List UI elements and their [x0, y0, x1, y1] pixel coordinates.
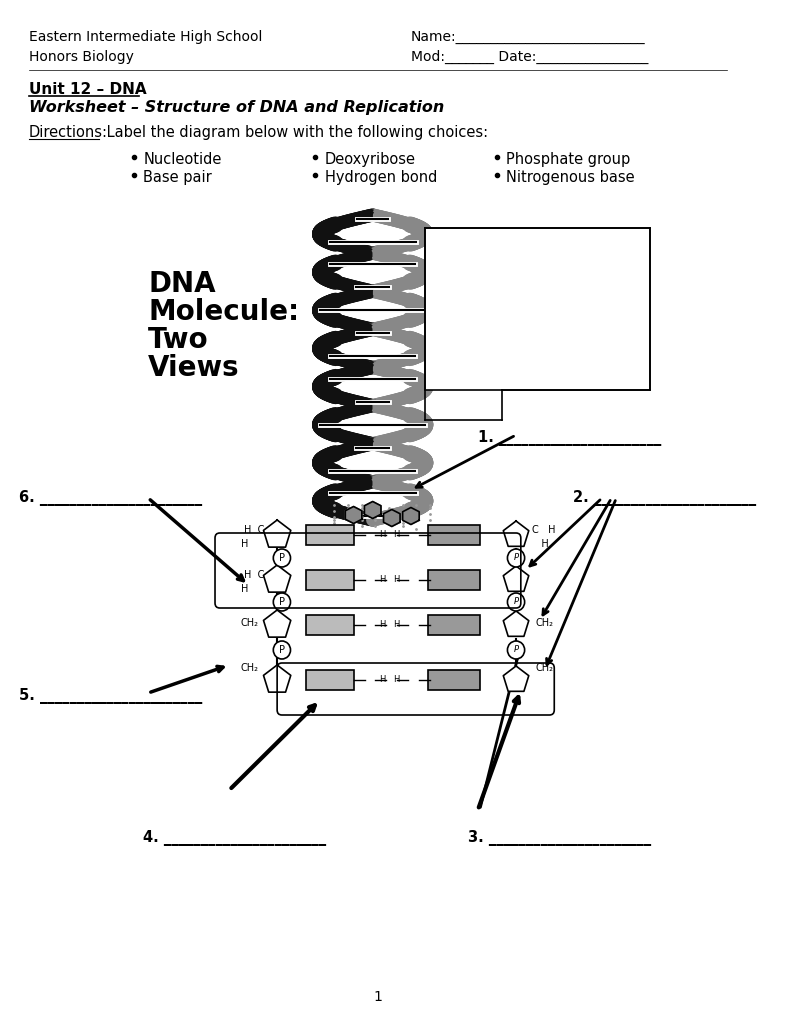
Text: H: H	[240, 539, 248, 549]
Circle shape	[274, 593, 290, 611]
FancyBboxPatch shape	[426, 228, 650, 390]
Text: P: P	[279, 645, 285, 655]
Text: Honors Biology: Honors Biology	[28, 50, 134, 63]
Circle shape	[508, 641, 524, 659]
Bar	[428, 615, 480, 635]
Text: Molecule:: Molecule:	[148, 298, 299, 326]
Bar	[306, 570, 354, 590]
Text: 1. ______________________: 1. ______________________	[478, 430, 661, 446]
Text: 1: 1	[373, 990, 382, 1004]
Text: H: H	[393, 675, 399, 684]
Polygon shape	[346, 507, 361, 523]
Text: Nucleotide: Nucleotide	[143, 152, 221, 167]
Bar	[306, 670, 354, 690]
Polygon shape	[263, 565, 291, 592]
Text: Unit 12 – DNA: Unit 12 – DNA	[28, 82, 146, 97]
Text: P: P	[513, 554, 519, 562]
Text: H: H	[393, 620, 399, 629]
Text: Mod:_______ Date:________________: Mod:_______ Date:________________	[411, 50, 649, 65]
Polygon shape	[503, 521, 528, 547]
Text: H: H	[379, 675, 385, 684]
Text: 4. ______________________: 4. ______________________	[143, 830, 327, 846]
Text: H: H	[393, 530, 399, 539]
Text: Base pair: Base pair	[143, 170, 212, 185]
Polygon shape	[403, 508, 419, 524]
Text: 6. ______________________: 6. ______________________	[19, 490, 202, 506]
Text: 2. ______________________: 2. ______________________	[573, 490, 756, 506]
Polygon shape	[503, 611, 528, 636]
Bar	[428, 670, 480, 690]
Circle shape	[508, 549, 524, 567]
Text: P: P	[513, 645, 519, 654]
Circle shape	[508, 593, 524, 611]
Text: H  C: H C	[244, 525, 264, 535]
Text: 3. ______________________: 3. ______________________	[468, 830, 651, 846]
Polygon shape	[263, 665, 291, 692]
Text: Deoxyribose: Deoxyribose	[325, 152, 416, 167]
Text: CH₂: CH₂	[536, 663, 553, 673]
Text: DNA: DNA	[148, 270, 216, 298]
Text: H: H	[532, 539, 549, 549]
Polygon shape	[263, 610, 291, 637]
Text: H: H	[393, 575, 399, 584]
Text: P: P	[513, 597, 519, 606]
Text: CH₂: CH₂	[240, 663, 258, 673]
Text: H: H	[379, 575, 385, 584]
Text: Views: Views	[148, 354, 240, 382]
Text: Hydrogen bond: Hydrogen bond	[325, 170, 437, 185]
Text: CH₂: CH₂	[240, 618, 258, 628]
Text: H: H	[240, 584, 248, 594]
Bar	[306, 525, 354, 545]
Text: Two: Two	[148, 326, 209, 354]
Text: P: P	[279, 553, 285, 563]
Polygon shape	[503, 666, 528, 691]
Text: Worksheet – Structure of DNA and Replication: Worksheet – Structure of DNA and Replica…	[28, 100, 444, 115]
Bar	[428, 525, 480, 545]
Polygon shape	[503, 566, 528, 591]
Polygon shape	[365, 502, 381, 518]
Text: C   H: C H	[532, 525, 556, 535]
Text: Name:___________________________: Name:___________________________	[411, 30, 645, 44]
Text: Eastern Intermediate High School: Eastern Intermediate High School	[28, 30, 262, 44]
Text: H: H	[379, 620, 385, 629]
Text: 5. ______________________: 5. ______________________	[19, 688, 202, 705]
Bar	[306, 615, 354, 635]
Bar	[428, 570, 480, 590]
Text: P: P	[279, 597, 285, 607]
Text: Label the diagram below with the following choices:: Label the diagram below with the followi…	[102, 125, 488, 140]
Polygon shape	[263, 520, 291, 547]
Polygon shape	[384, 510, 400, 526]
Circle shape	[274, 549, 290, 567]
Text: H  C: H C	[244, 570, 264, 580]
Text: Phosphate group: Phosphate group	[506, 152, 630, 167]
Text: CH₂: CH₂	[536, 618, 553, 628]
Text: H: H	[379, 530, 385, 539]
Circle shape	[274, 641, 290, 659]
Text: Nitrogenous base: Nitrogenous base	[506, 170, 635, 185]
Text: Directions:: Directions:	[28, 125, 108, 140]
